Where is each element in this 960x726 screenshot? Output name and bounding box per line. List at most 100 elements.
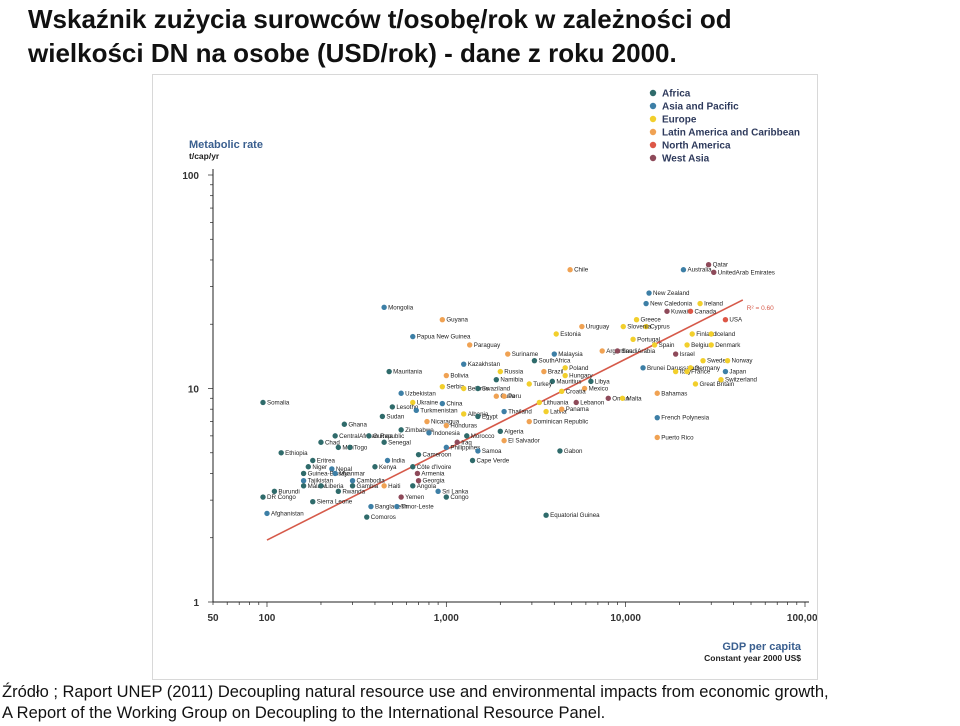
data-point: [381, 483, 387, 489]
point-label: SouthAfrica: [538, 358, 571, 365]
data-point: [724, 357, 731, 364]
data-point: [398, 494, 404, 500]
point-label: Indonesia: [433, 430, 460, 437]
slide-title: Wskaźnik zużycia surowców t/osobę/rok w …: [28, 4, 732, 68]
x-tick-label: 1,000: [434, 613, 459, 624]
point-label: Cape Verde: [477, 458, 510, 465]
point-label: Dominican Republic: [533, 419, 588, 426]
point-label: Guinea-Bissau: [308, 470, 349, 477]
point-label: Serbia: [446, 384, 464, 391]
x-tick-label: 100: [259, 613, 276, 624]
point-label: Lesotho: [396, 404, 419, 411]
data-point: [654, 414, 660, 421]
point-label: Honduras: [450, 423, 477, 430]
point-label: Angola: [417, 483, 437, 490]
point-label: Latvia: [550, 409, 567, 416]
point-label: Libya: [595, 378, 610, 385]
data-point: [531, 357, 538, 364]
data-point: [398, 427, 404, 433]
point-label: Mauritius: [556, 378, 581, 385]
point-label: Russia: [504, 369, 523, 376]
data-point: [469, 457, 476, 464]
data-point: [543, 512, 549, 518]
data-point: [300, 477, 307, 484]
data-point: [475, 385, 481, 392]
data-point: [443, 422, 450, 429]
data-point: [349, 477, 356, 484]
point-label: Norway: [732, 358, 754, 365]
data-point: [386, 368, 392, 375]
data-point: [372, 464, 378, 470]
data-point: [536, 399, 543, 406]
point-label: Hungary: [569, 373, 593, 380]
data-point: [413, 407, 419, 414]
data-point: [384, 457, 391, 464]
data-point: [543, 408, 549, 415]
point-label: Turkmenistan: [420, 407, 458, 414]
point-label: Bolivia: [450, 373, 469, 380]
point-label: Papua New Guinea: [417, 334, 471, 341]
point-label: Afghanistan: [271, 510, 304, 517]
point-label: Estonia: [560, 331, 581, 338]
data-point: [559, 406, 565, 412]
point-label: Croatia: [566, 388, 587, 395]
point-label: China: [446, 401, 463, 408]
data-point: [454, 439, 460, 445]
data-point: [557, 448, 563, 454]
trend-group: R² = 0.60: [266, 299, 774, 541]
point-label: Suriname: [512, 351, 539, 358]
chart-legend: Africa Asia and Pacific Europe Latin Americ…: [649, 89, 800, 165]
point-label: India: [392, 458, 406, 465]
point-label: Kazakhstan: [468, 361, 501, 368]
legend-label: Europe: [662, 115, 697, 126]
x-tick-label: 10,000: [610, 613, 641, 624]
data-point: [643, 300, 649, 307]
point-label: New Zealand: [653, 290, 690, 297]
point-label: Equatorial Guinea: [550, 512, 600, 519]
data-point: [332, 470, 338, 477]
data-point: [415, 451, 422, 458]
data-point: [493, 376, 500, 383]
data-point: [475, 413, 481, 420]
point-label: Algeria: [504, 428, 524, 435]
data-point: [567, 267, 573, 273]
point-label: Eritrea: [317, 458, 336, 465]
data-point: [310, 457, 316, 464]
point-label: Somalia: [267, 399, 290, 406]
x-axis-title: GDP per capita: [722, 641, 802, 653]
data-point: [541, 368, 547, 375]
point-label: Greece: [641, 317, 662, 324]
point-label: Myanmar: [339, 470, 365, 477]
data-point: [581, 385, 588, 392]
point-label: Yemen: [405, 494, 425, 501]
point-label: Togo: [354, 444, 368, 451]
data-point: [410, 464, 416, 470]
data-point: [381, 304, 387, 311]
data-point: [718, 376, 724, 383]
data-point: [271, 488, 278, 494]
point-label: Spain: [659, 342, 675, 349]
data-point: [722, 368, 729, 375]
x-axis-unit: Constant year 2000 US$: [704, 653, 801, 663]
data-point: [562, 365, 568, 371]
data-point: [493, 393, 500, 399]
point-label: Nepal: [336, 466, 352, 473]
point-label: Armenia: [421, 470, 445, 477]
point-label: Uruguay: [586, 324, 610, 331]
point-label: Germany: [695, 365, 721, 372]
point-label: Lithuania: [543, 399, 569, 406]
x-tick-label: 100,000: [787, 613, 817, 624]
data-point: [619, 395, 626, 401]
data-point: [672, 368, 679, 375]
point-label: Lebanon: [580, 399, 605, 406]
point-label: Niger: [312, 464, 327, 471]
data-point: [443, 444, 450, 451]
data-point: [461, 385, 467, 392]
point-label: Finland: [696, 331, 717, 338]
data-point: [260, 399, 266, 406]
data-point: [329, 466, 335, 472]
point-label: Japan: [729, 369, 746, 376]
point-label: Thailand: [508, 409, 532, 416]
point-label: Sudan: [386, 413, 404, 420]
